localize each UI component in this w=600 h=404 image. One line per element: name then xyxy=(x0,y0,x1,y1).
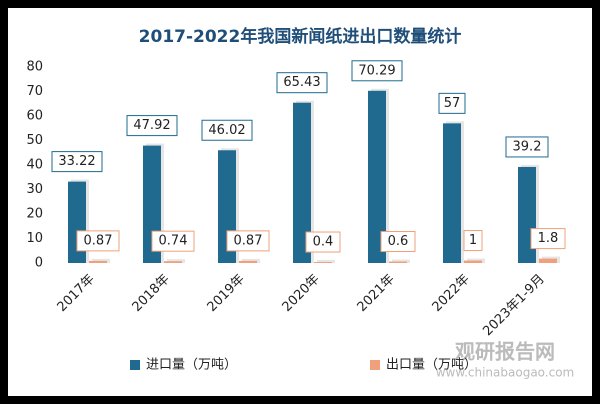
value-label-box xyxy=(351,60,403,82)
bar-shadow xyxy=(167,259,185,263)
bar xyxy=(89,260,107,263)
y-tick-label: 10 xyxy=(26,231,43,246)
value-label-box xyxy=(276,72,328,94)
y-tick-label: 40 xyxy=(26,158,43,173)
bar-shadow xyxy=(317,260,335,263)
bar xyxy=(293,102,311,263)
value-label: 0.74 xyxy=(159,234,188,249)
y-tick-label: 50 xyxy=(26,133,43,148)
legend-label: 进口量（万吨） xyxy=(146,358,237,373)
value-label: 57 xyxy=(444,96,461,111)
value-label-box xyxy=(380,231,416,253)
value-label: 33.22 xyxy=(58,154,95,169)
y-tick-label: 70 xyxy=(26,84,43,99)
legend-label: 出口量（万吨） xyxy=(386,358,477,373)
bar xyxy=(314,262,332,263)
legend-swatch xyxy=(370,360,380,370)
value-label: 70.29 xyxy=(358,63,395,78)
value-label-box xyxy=(463,230,483,252)
y-tick-label: 20 xyxy=(26,207,43,222)
bar xyxy=(164,261,182,263)
value-label: 0.4 xyxy=(313,235,334,250)
value-label-box xyxy=(530,228,566,250)
value-label-box xyxy=(126,115,178,137)
legend-swatch xyxy=(130,360,140,370)
bar xyxy=(443,123,461,263)
watermark: www.chinabaogao.com xyxy=(436,366,575,380)
value-label-box xyxy=(505,136,549,158)
value-label: 46.02 xyxy=(208,123,245,138)
bar-shadow xyxy=(392,259,410,263)
bar xyxy=(239,260,257,263)
y-tick-label: 30 xyxy=(26,182,43,197)
value-label-box xyxy=(76,230,120,252)
value-label: 1 xyxy=(469,233,477,248)
value-label-box xyxy=(151,230,195,252)
value-label-box xyxy=(51,151,103,173)
bar xyxy=(464,260,482,263)
value-label-box xyxy=(226,230,270,252)
value-label: 47.92 xyxy=(133,118,170,133)
value-label: 65.43 xyxy=(283,75,320,90)
bar xyxy=(539,258,557,263)
y-tick-label: 80 xyxy=(26,60,43,75)
watermark: 观研报告网 xyxy=(455,340,555,364)
y-tick-label: 60 xyxy=(26,109,43,124)
value-label: 0.87 xyxy=(234,233,263,248)
value-label: 0.6 xyxy=(388,234,409,249)
value-label-box xyxy=(438,92,466,114)
bar xyxy=(389,261,407,263)
value-label: 39.2 xyxy=(513,139,542,154)
bar xyxy=(368,90,386,264)
y-tick-label: 0 xyxy=(35,256,43,271)
value-label: 0.87 xyxy=(84,233,113,248)
chart-title: 2017-2022年我国新闻纸进出口数量统计 xyxy=(139,26,462,47)
value-label-box xyxy=(305,231,341,253)
value-label: 1.8 xyxy=(538,231,559,246)
value-label-box xyxy=(201,119,253,141)
